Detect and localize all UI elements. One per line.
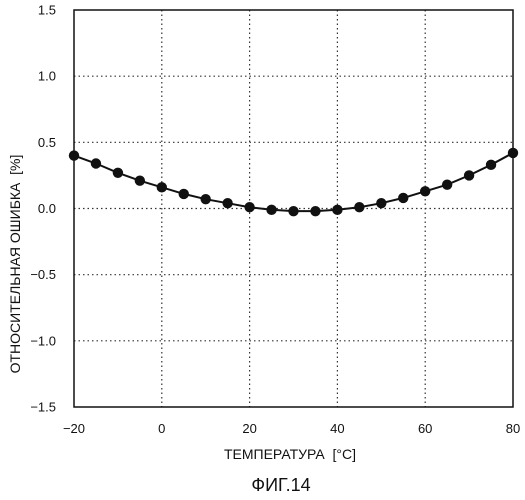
y-tick-label: −1.0 [30,333,56,348]
x-axis-ticks: −20 0 20 40 60 80 [63,421,520,436]
y-tick-label: 1.5 [38,3,56,18]
figure-caption: ФИГ.14 [251,475,310,495]
data-point [354,202,364,212]
data-point [442,179,452,189]
data-point [244,202,254,212]
data-point [135,176,145,186]
y-tick-label: −0.5 [30,267,56,282]
x-tick-label: 60 [418,421,432,436]
y-tick-label: 0.0 [38,201,56,216]
x-tick-label: −20 [63,421,85,436]
data-point [222,198,232,208]
y-tick-label: 0.5 [38,135,56,150]
x-tick-label: 0 [158,421,165,436]
data-point [179,189,189,199]
data-point [288,206,298,216]
data-point [310,206,320,216]
data-point [420,186,430,196]
data-point [376,198,386,208]
x-tick-label: 80 [506,421,520,436]
data-points [69,148,518,217]
y-axis-label: ОТНОСИТЕЛЬНАЯ ОШИБКА [%] [7,155,23,374]
y-tick-label: 1.0 [38,69,56,84]
y-axis-ticks: 1.5 1.0 0.5 0.0 −0.5 −1.0 −1.5 [30,3,56,415]
data-point [398,193,408,203]
data-point [157,182,167,192]
x-tick-label: 20 [242,421,256,436]
data-point [113,168,123,178]
data-point [201,194,211,204]
data-point [508,148,518,158]
data-point [91,158,101,168]
data-point [266,205,276,215]
data-point [464,170,474,180]
data-point [69,150,79,160]
x-tick-label: 40 [330,421,344,436]
data-point [332,205,342,215]
x-axis-label: ТЕМПЕРАТУРА [°C] [224,446,356,462]
y-tick-label: −1.5 [30,400,56,415]
data-point [486,160,496,170]
